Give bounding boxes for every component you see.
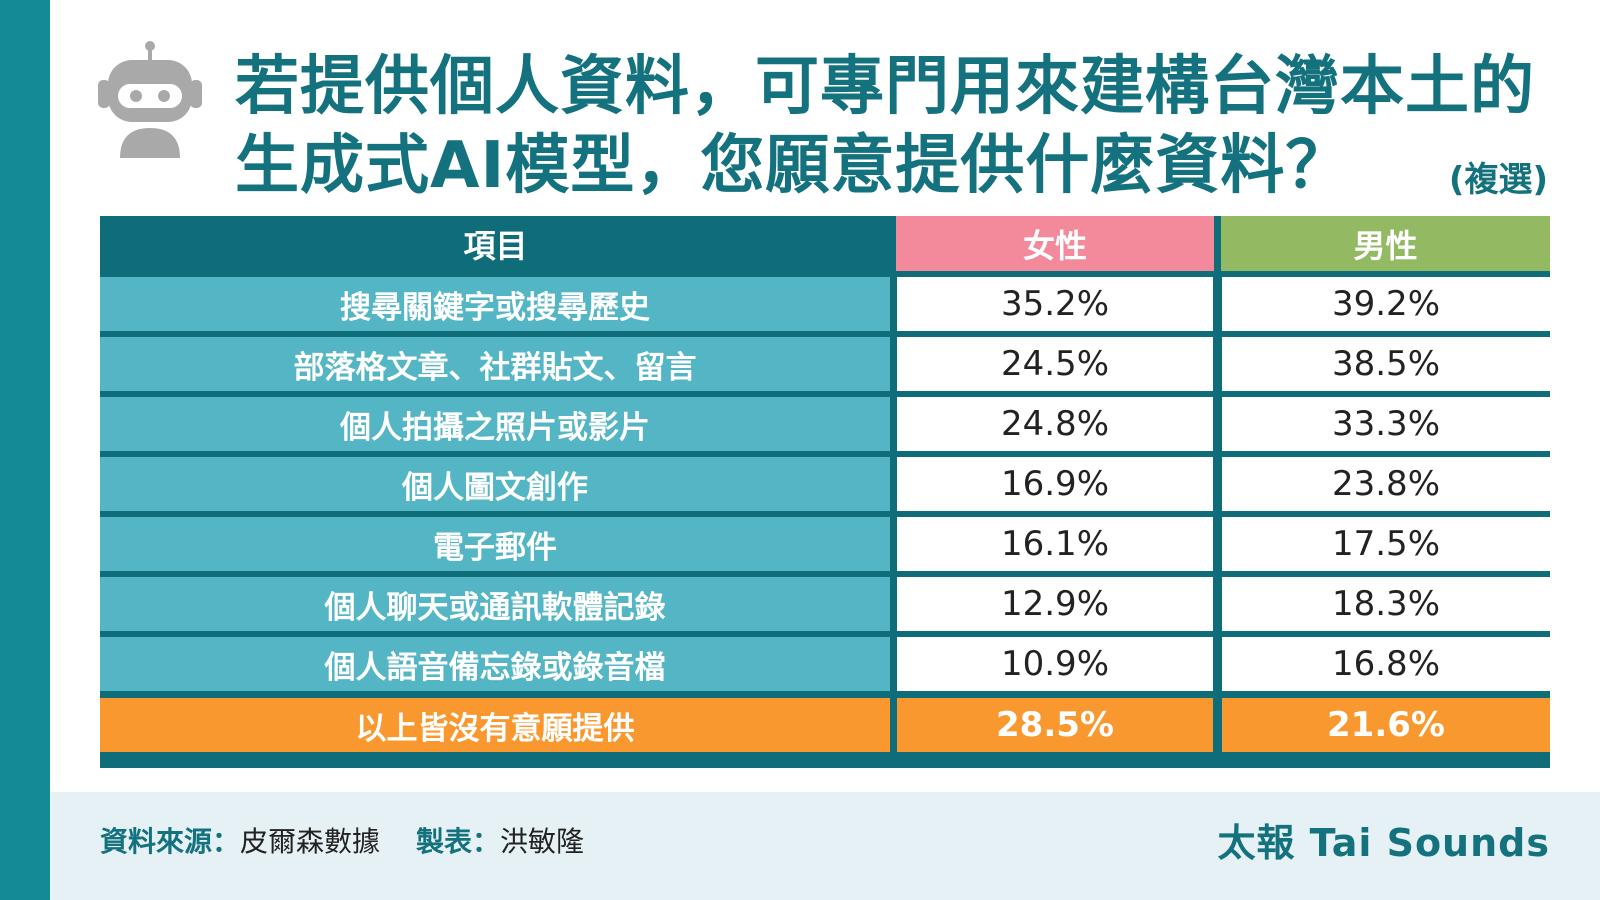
row-label: 搜尋關鍵字或搜尋歷史 <box>100 277 890 331</box>
robot-icon <box>98 41 202 158</box>
row-label: 電子郵件 <box>100 517 890 571</box>
table-row: 電子郵件 16.1% 17.5% <box>100 517 1550 571</box>
row-label: 個人語音備忘錄或錄音檔 <box>100 637 890 691</box>
title-line-1: 若提供個人資料，可專門用來建構台灣本土的 <box>235 50 1535 124</box>
female-value: 24.8% <box>897 397 1213 451</box>
data-table: 項目 女性 男性 搜尋關鍵字或搜尋歷史 35.2% 39.2% 部落格文章、社群… <box>100 216 1550 768</box>
row-label: 部落格文章、社群貼文、留言 <box>100 337 890 391</box>
female-value: 24.5% <box>897 337 1213 391</box>
male-value: 21.6% <box>1222 698 1550 752</box>
female-value: 12.9% <box>897 577 1213 631</box>
male-value: 38.5% <box>1222 337 1550 391</box>
female-value: 16.9% <box>897 457 1213 511</box>
male-value: 17.5% <box>1222 517 1550 571</box>
multiple-choice-note: (複選) <box>1448 160 1548 200</box>
female-value: 28.5% <box>897 698 1213 752</box>
brand-logo: 太報 Tai Sounds <box>1217 821 1550 865</box>
chart-title: 若提供個人資料，可專門用來建構台灣本土的 生成式AI模型，您願意提供什麼資料？ <box>235 48 1535 206</box>
source-value: 皮爾森數據 <box>240 825 381 858</box>
row-label: 個人圖文創作 <box>100 457 890 511</box>
footer-band <box>50 792 1600 900</box>
male-value: 39.2% <box>1222 277 1550 331</box>
male-value: 18.3% <box>1222 577 1550 631</box>
table-row: 個人聊天或通訊軟體記錄 12.9% 18.3% <box>100 577 1550 631</box>
male-value: 33.3% <box>1222 397 1550 451</box>
header-item: 項目 <box>100 216 891 271</box>
table-row: 搜尋關鍵字或搜尋歷史 35.2% 39.2% <box>100 277 1550 331</box>
header-female: 女性 <box>896 216 1214 271</box>
female-value: 10.9% <box>897 637 1213 691</box>
maker-label: 製表： <box>416 825 501 858</box>
left-accent-bar <box>0 0 50 900</box>
source-credit: 資料來源：皮爾森數據 製表：洪敏隆 <box>100 820 584 860</box>
table-row: 個人語音備忘錄或錄音檔 10.9% 16.8% <box>100 637 1550 691</box>
table-row: 部落格文章、社群貼文、留言 24.5% 38.5% <box>100 337 1550 391</box>
female-value: 16.1% <box>897 517 1213 571</box>
male-value: 23.8% <box>1222 457 1550 511</box>
row-label: 個人聊天或通訊軟體記錄 <box>100 577 890 631</box>
table-row-total: 以上皆沒有意願提供 28.5% 21.6% <box>100 698 1550 752</box>
title-line-2: 生成式AI模型，您願意提供什麼資料？ <box>235 129 1351 203</box>
table-row: 個人圖文創作 16.9% 23.8% <box>100 457 1550 511</box>
table-row: 個人拍攝之照片或影片 24.8% 33.3% <box>100 397 1550 451</box>
male-value: 16.8% <box>1222 637 1550 691</box>
source-label: 資料來源： <box>100 825 241 858</box>
maker-value: 洪敏隆 <box>500 825 585 858</box>
row-label: 個人拍攝之照片或影片 <box>100 397 890 451</box>
female-value: 35.2% <box>897 277 1213 331</box>
header-male: 男性 <box>1221 216 1550 271</box>
row-label: 以上皆沒有意願提供 <box>100 698 890 752</box>
